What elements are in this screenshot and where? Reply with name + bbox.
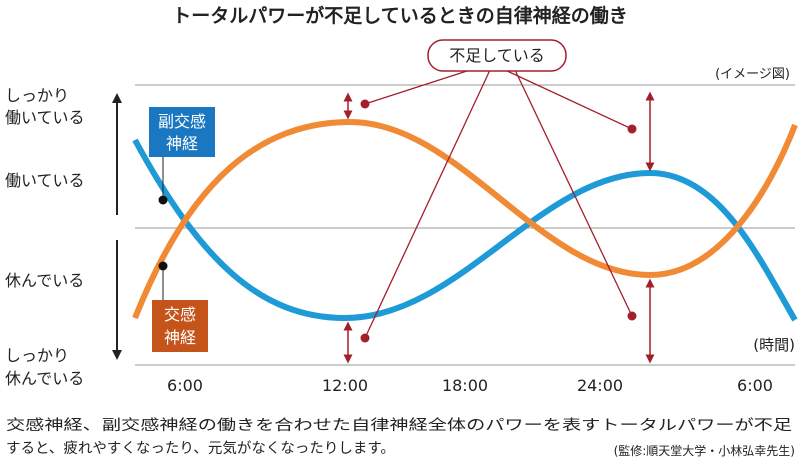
dot <box>158 261 168 271</box>
caption: 交感神経、副交感神経の働きを合わせた自律神経全体のパワーを表すトータルパワーが不… <box>6 416 792 434</box>
credit: (監修:順天堂大学・小林弘幸先生) <box>614 443 795 458</box>
level-label: 休んでいる <box>5 271 84 290</box>
label: 副交感 <box>158 112 206 131</box>
time-label: 18:00 <box>442 376 488 395</box>
title: トータルパワーが不足しているときの自律神経の働き <box>172 4 627 27</box>
label: 交感 <box>164 305 196 324</box>
level-label: 働いている <box>5 171 85 190</box>
callout-box <box>427 39 567 72</box>
label-box <box>149 107 215 157</box>
level-label: しっかり <box>5 86 69 105</box>
label: 神経 <box>166 134 198 153</box>
level-labels: しっかり 働いている 働いている 休んでいる しっかり 休んでいる <box>5 86 85 388</box>
callout-lines <box>364 69 633 339</box>
caption: すると、疲れやすくなったり、元気がなくなったりします。 <box>6 440 395 457</box>
time-label: 12:00 <box>322 376 368 395</box>
callout-dots <box>360 99 637 343</box>
level-label: 休んでいる <box>5 369 84 388</box>
gap-arrows <box>343 91 655 364</box>
sympathetic-curve <box>132 118 798 320</box>
time-label: 6:00 <box>737 376 773 395</box>
time-label: 6:00 <box>167 376 203 395</box>
level-label: しっかり <box>5 346 69 365</box>
time-unit: (時間) <box>753 336 795 354</box>
label-box <box>152 300 208 352</box>
level-label: 働いている <box>5 108 85 127</box>
callout: 不足している <box>449 46 545 65</box>
note: (イメージ図) <box>715 67 790 82</box>
dot <box>158 195 168 205</box>
label: 神経 <box>164 328 196 347</box>
time-label: 24:00 <box>577 376 623 395</box>
parasympathetic-curve <box>132 138 798 322</box>
time-labels: 6:00 12:00 18:00 24:00 6:00 <box>167 376 773 395</box>
